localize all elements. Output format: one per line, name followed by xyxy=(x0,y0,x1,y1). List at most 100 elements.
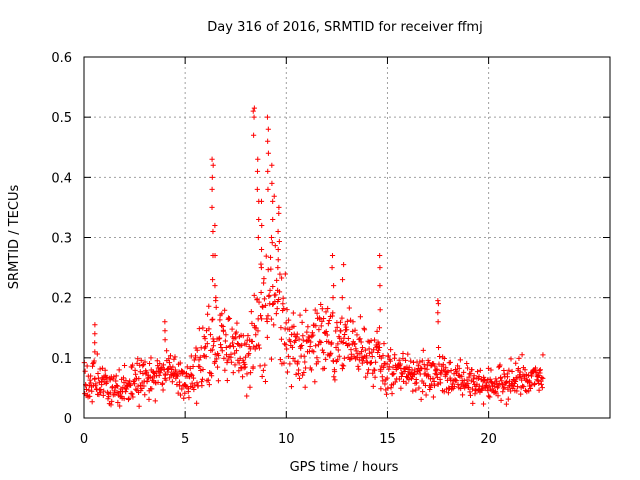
data-point xyxy=(435,310,441,316)
data-point xyxy=(361,327,368,333)
data-point xyxy=(522,367,528,373)
data-point xyxy=(312,379,318,385)
data-point xyxy=(366,346,372,352)
data-point xyxy=(526,383,533,389)
data-point xyxy=(140,363,146,369)
data-point xyxy=(380,378,386,384)
data-point xyxy=(121,362,128,369)
data-point xyxy=(319,306,325,312)
data-point xyxy=(92,331,98,337)
data-point xyxy=(337,319,344,325)
data-point xyxy=(115,399,121,406)
data-point xyxy=(437,380,444,386)
data-point xyxy=(304,329,310,335)
data-point xyxy=(384,361,390,367)
x-tick-label: 10 xyxy=(278,432,295,447)
data-point xyxy=(220,328,227,334)
data-point xyxy=(104,374,110,380)
data-point xyxy=(517,369,523,375)
data-point xyxy=(535,378,541,384)
data-point xyxy=(255,234,261,241)
data-point xyxy=(325,305,331,312)
data-point xyxy=(251,292,257,298)
data-point xyxy=(539,374,545,381)
data-point xyxy=(264,334,270,341)
data-point xyxy=(196,326,202,332)
data-point xyxy=(129,391,135,397)
data-point xyxy=(377,264,383,271)
data-point xyxy=(451,371,457,377)
data-point xyxy=(290,310,296,316)
data-point xyxy=(346,342,352,348)
data-point xyxy=(452,376,458,383)
data-point xyxy=(521,383,527,390)
data-point xyxy=(159,380,166,386)
data-point xyxy=(253,325,259,331)
data-point xyxy=(274,277,280,284)
data-point xyxy=(179,386,185,392)
data-point xyxy=(309,330,315,336)
data-point xyxy=(113,373,119,379)
data-point xyxy=(434,371,440,378)
data-point xyxy=(342,331,348,338)
data-point xyxy=(224,377,230,384)
data-point xyxy=(416,385,422,391)
data-point xyxy=(435,298,441,304)
data-point xyxy=(356,336,362,343)
data-point xyxy=(434,366,440,372)
data-point xyxy=(233,329,239,335)
data-point xyxy=(321,365,327,372)
data-point xyxy=(162,337,168,343)
data-point xyxy=(229,340,236,346)
data-point xyxy=(415,363,422,369)
data-point xyxy=(249,338,255,345)
data-point xyxy=(114,383,121,389)
data-point xyxy=(167,353,174,359)
data-point xyxy=(400,356,406,362)
data-point xyxy=(359,345,366,351)
data-point xyxy=(278,325,284,331)
data-point xyxy=(426,360,432,366)
data-point xyxy=(443,365,449,371)
data-point xyxy=(254,186,260,192)
data-point xyxy=(209,156,215,162)
data-point xyxy=(172,354,178,360)
data-point xyxy=(331,374,337,380)
data-point xyxy=(318,339,324,346)
data-point xyxy=(252,346,258,352)
data-point xyxy=(189,380,195,386)
data-point xyxy=(280,295,286,301)
data-point xyxy=(240,333,246,339)
y-tick-label: 0.5 xyxy=(51,111,72,126)
data-point xyxy=(148,355,154,361)
data-point xyxy=(419,358,425,364)
data-point xyxy=(376,344,383,351)
data-point xyxy=(459,392,466,398)
data-point xyxy=(271,193,277,199)
data-point xyxy=(241,365,247,371)
data-point xyxy=(354,332,360,338)
data-point xyxy=(146,396,152,402)
data-point xyxy=(398,385,404,391)
data-point xyxy=(342,322,348,328)
data-point xyxy=(255,156,261,162)
data-point xyxy=(135,356,141,362)
data-point xyxy=(92,322,98,328)
data-point xyxy=(258,246,265,253)
data-point xyxy=(273,310,279,317)
data-point xyxy=(399,370,405,376)
data-point xyxy=(418,396,424,403)
data-point xyxy=(403,380,409,386)
data-point xyxy=(157,370,163,376)
data-point xyxy=(540,352,546,358)
data-point xyxy=(339,277,346,283)
data-point xyxy=(438,371,444,377)
data-point xyxy=(277,271,283,277)
data-point xyxy=(202,344,209,350)
data-point xyxy=(329,252,336,259)
data-point xyxy=(209,347,215,353)
data-point xyxy=(206,382,212,388)
data-point xyxy=(365,370,371,376)
data-point xyxy=(263,302,269,309)
data-point xyxy=(388,347,394,353)
